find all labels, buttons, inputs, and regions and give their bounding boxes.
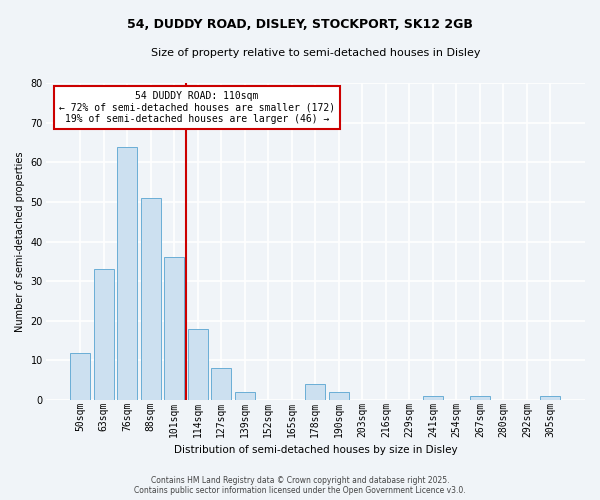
Text: 54 DUDDY ROAD: 110sqm
← 72% of semi-detached houses are smaller (172)
19% of sem: 54 DUDDY ROAD: 110sqm ← 72% of semi-deta… xyxy=(59,91,335,124)
Bar xyxy=(117,146,137,400)
Bar xyxy=(188,329,208,400)
Bar xyxy=(541,396,560,400)
Y-axis label: Number of semi-detached properties: Number of semi-detached properties xyxy=(15,152,25,332)
Bar xyxy=(305,384,325,400)
Text: 54, DUDDY ROAD, DISLEY, STOCKPORT, SK12 2GB: 54, DUDDY ROAD, DISLEY, STOCKPORT, SK12 … xyxy=(127,18,473,30)
Bar xyxy=(211,368,231,400)
Bar xyxy=(235,392,255,400)
Bar xyxy=(423,396,443,400)
Text: Contains HM Land Registry data © Crown copyright and database right 2025.
Contai: Contains HM Land Registry data © Crown c… xyxy=(134,476,466,495)
Bar xyxy=(94,270,114,400)
Bar xyxy=(164,258,184,400)
Bar xyxy=(470,396,490,400)
X-axis label: Distribution of semi-detached houses by size in Disley: Distribution of semi-detached houses by … xyxy=(173,445,457,455)
Bar xyxy=(70,352,90,400)
Title: Size of property relative to semi-detached houses in Disley: Size of property relative to semi-detach… xyxy=(151,48,480,58)
Bar xyxy=(141,198,161,400)
Bar xyxy=(329,392,349,400)
